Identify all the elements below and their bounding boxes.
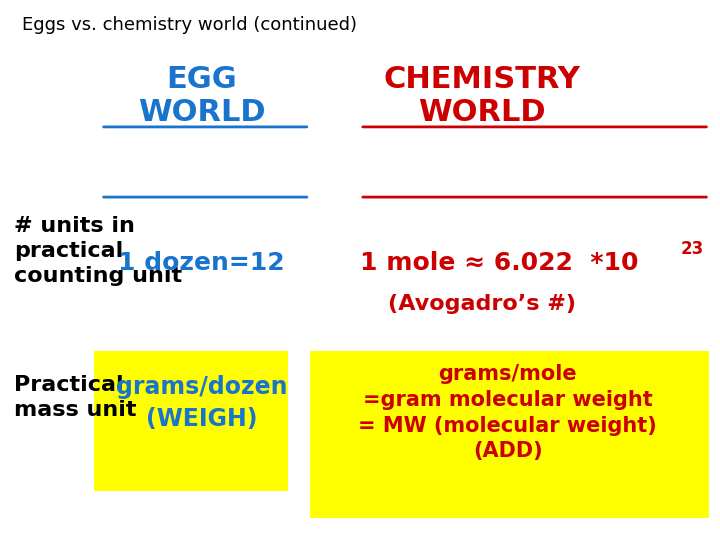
Text: 1 dozen=12: 1 dozen=12 xyxy=(118,251,285,275)
Text: Practical
mass unit: Practical mass unit xyxy=(14,375,137,420)
Text: CHEMISTRY
WORLD: CHEMISTRY WORLD xyxy=(384,65,581,127)
Text: # units in
practical
counting unit: # units in practical counting unit xyxy=(14,216,183,286)
Text: (Avogadro’s #): (Avogadro’s #) xyxy=(388,294,577,314)
Text: EGG
WORLD: EGG WORLD xyxy=(138,65,266,127)
Text: grams/mole
=gram molecular weight
= MW (molecular weight)
(ADD): grams/mole =gram molecular weight = MW (… xyxy=(359,364,657,461)
FancyBboxPatch shape xyxy=(94,351,288,491)
Text: 23: 23 xyxy=(680,240,703,258)
Text: 1 mole ≈ 6.022  *10: 1 mole ≈ 6.022 *10 xyxy=(360,251,639,275)
FancyBboxPatch shape xyxy=(310,351,709,518)
Text: grams/dozen
(WEIGH): grams/dozen (WEIGH) xyxy=(116,375,287,431)
Text: Eggs vs. chemistry world (continued): Eggs vs. chemistry world (continued) xyxy=(22,16,356,34)
